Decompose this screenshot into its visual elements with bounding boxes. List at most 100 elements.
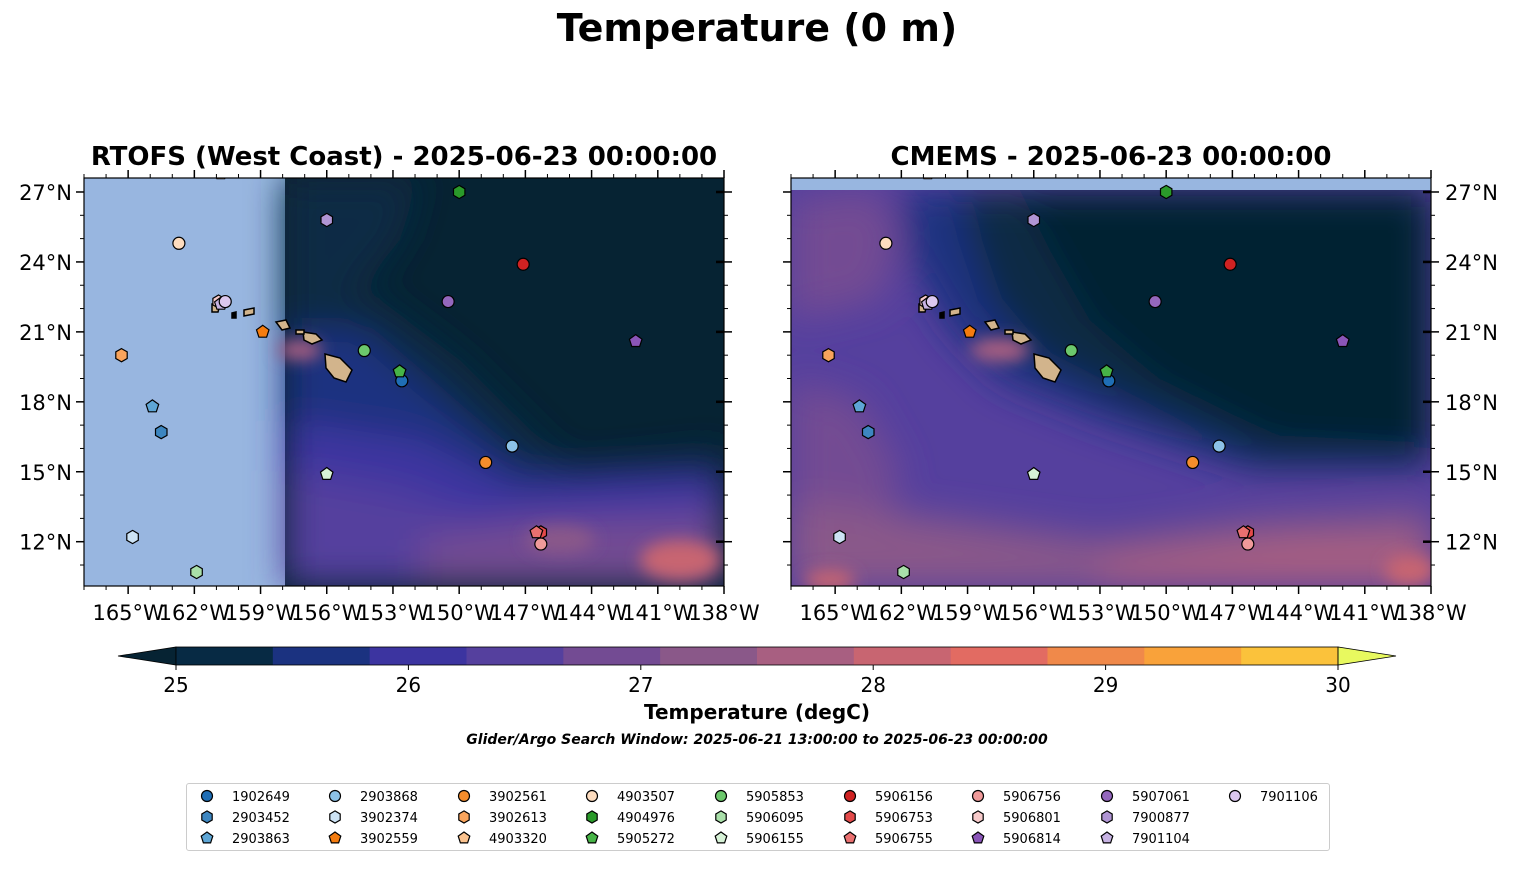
lat-tick-label: 27°N: [1445, 181, 1498, 205]
float-marker-3902613: [822, 347, 835, 363]
axis-ticks: 165°W162°W159°W156°W153°W150°W147°W144°W…: [19, 170, 1498, 625]
colorbar-bin: [757, 647, 855, 665]
colorbar-extend-low: [117, 646, 177, 666]
float-marker-3902559: [962, 324, 977, 338]
legend-label: 5907061: [1132, 790, 1190, 805]
legend-label: 3902561: [489, 790, 547, 805]
lat-tick-label: 24°N: [1445, 251, 1498, 275]
lat-tick-label: 18°N: [1445, 391, 1498, 415]
float-marker-4903320: [923, 178, 933, 180]
float-marker-5906814: [1335, 333, 1350, 348]
legend-label: 3902613: [489, 811, 547, 826]
float-marker-3902374: [833, 529, 846, 545]
search-window-text: Glider/Argo Search Window: 2025-06-21 13…: [466, 732, 1048, 748]
legend-marker-2903868: [328, 789, 342, 803]
legend-label: 2903868: [360, 790, 418, 805]
lat-tick-label: 27°N: [19, 181, 72, 205]
float-marker-5906155: [319, 466, 334, 480]
legend-label: 5906814: [1003, 832, 1061, 847]
lat-tick-label: 12°N: [1445, 531, 1498, 555]
lat-tick-label: 21°N: [1445, 321, 1498, 345]
colorbar-tick-label: 30: [1325, 673, 1350, 697]
legend-marker-5906753: [844, 810, 856, 824]
legend-label: 7901104: [1132, 832, 1190, 847]
colorbar-bin: [272, 647, 371, 665]
legend-label: 4903507: [617, 790, 675, 805]
float-marker-3902559: [255, 324, 270, 338]
legend-marker-7901104: [1100, 831, 1114, 844]
legend-marker-3902374: [329, 810, 341, 824]
float-marker-2903868: [1212, 439, 1226, 453]
legend-marker-2903863: [200, 831, 214, 844]
float-marker-3902374: [126, 529, 139, 545]
colorbar-bin: [466, 647, 564, 665]
legend-label: 5905853: [746, 790, 804, 805]
legend-label: 1902649: [232, 790, 290, 805]
float-marker-5907061: [441, 294, 455, 309]
lon-tick-label: 162°W: [159, 601, 231, 625]
legend-label: 7901106: [1260, 790, 1318, 805]
float-marker-2903863: [852, 399, 867, 413]
panel-title-rtofs: RTOFS (West Coast) - 2025-06-23 00:00:00: [90, 142, 718, 172]
legend-marker-3902613: [458, 810, 470, 824]
lon-tick-label: 159°W: [932, 601, 1004, 625]
lat-tick-label: 15°N: [19, 461, 72, 485]
legend-label: 2903863: [232, 832, 290, 847]
legend-marker-5906095: [715, 810, 727, 824]
lon-tick-label: 147°W: [1197, 601, 1269, 625]
lat-tick-label: 18°N: [19, 391, 72, 415]
legend-label: 3902374: [360, 811, 418, 826]
temperature-field-right: [791, 190, 1431, 586]
colorbar-tick-label: 25: [163, 673, 188, 697]
legend-label: 2903452: [232, 811, 290, 826]
float-marker-5905272: [1099, 364, 1114, 378]
float-marker-7900877: [320, 212, 334, 228]
float-marker-3902561: [1186, 455, 1200, 470]
legend-label: 5906156: [875, 790, 933, 805]
rtofs-map: [84, 178, 724, 586]
float-marker-5906155: [1026, 466, 1041, 480]
colorbar-bin: [1144, 647, 1242, 665]
legend-marker-5906814: [971, 831, 985, 844]
legend-label: 5905272: [617, 832, 675, 847]
float-marker-5905272: [392, 364, 407, 378]
figure-title: Temperature (0 m): [556, 6, 958, 50]
float-marker-5906755: [529, 525, 544, 539]
float-marker-7900877: [1027, 212, 1041, 228]
float-marker-3902613: [115, 347, 128, 363]
lon-tick-label: 150°W: [423, 601, 495, 625]
lon-tick-label: 159°W: [225, 601, 297, 625]
legend-marker-4903320: [457, 831, 471, 844]
legend-marker-5906155: [714, 831, 728, 844]
legend-marker-2903452: [201, 810, 213, 824]
legend-label: 4904976: [617, 811, 675, 826]
float-markers: [115, 178, 1350, 580]
float-marker-3902561: [479, 455, 493, 470]
legend-marker-1902649: [200, 789, 214, 803]
colorbar-extend-high: [1337, 646, 1397, 666]
colorbar-bin: [563, 647, 661, 665]
float-marker-5906756: [534, 537, 548, 551]
legend-marker-5906756: [971, 789, 985, 803]
legend-marker-5906801: [972, 810, 984, 824]
lon-tick-label: 138°W: [688, 601, 760, 625]
float-marker-5906814: [628, 333, 643, 348]
frame-right: [790, 177, 1432, 587]
legend-marker-5907061: [1100, 789, 1114, 803]
float-marker-4904976: [452, 184, 466, 200]
legend-marker-5905272: [585, 831, 599, 844]
legend-marker-5906156: [843, 789, 857, 803]
colorbar-label: Temperature (degC): [644, 700, 870, 724]
colorbar-bin: [1047, 647, 1145, 665]
float-marker-4903320: [216, 178, 226, 180]
float-marker-5906095: [190, 564, 203, 580]
lon-tick-label: 162°W: [866, 601, 938, 625]
legend: 1902649 2903452 2903863 2903868 3902374 39025…: [186, 783, 1330, 851]
colorbar-bin: [660, 647, 758, 665]
colorbar: 25 26 27 28 29 30: [117, 646, 1397, 697]
lon-tick-label: 153°W: [1064, 601, 1136, 625]
lon-tick-label: 147°W: [490, 601, 562, 625]
lon-tick-label: 156°W: [998, 601, 1070, 625]
colorbar-tick-label: 26: [396, 673, 421, 697]
float-marker-4904976: [1159, 184, 1173, 200]
